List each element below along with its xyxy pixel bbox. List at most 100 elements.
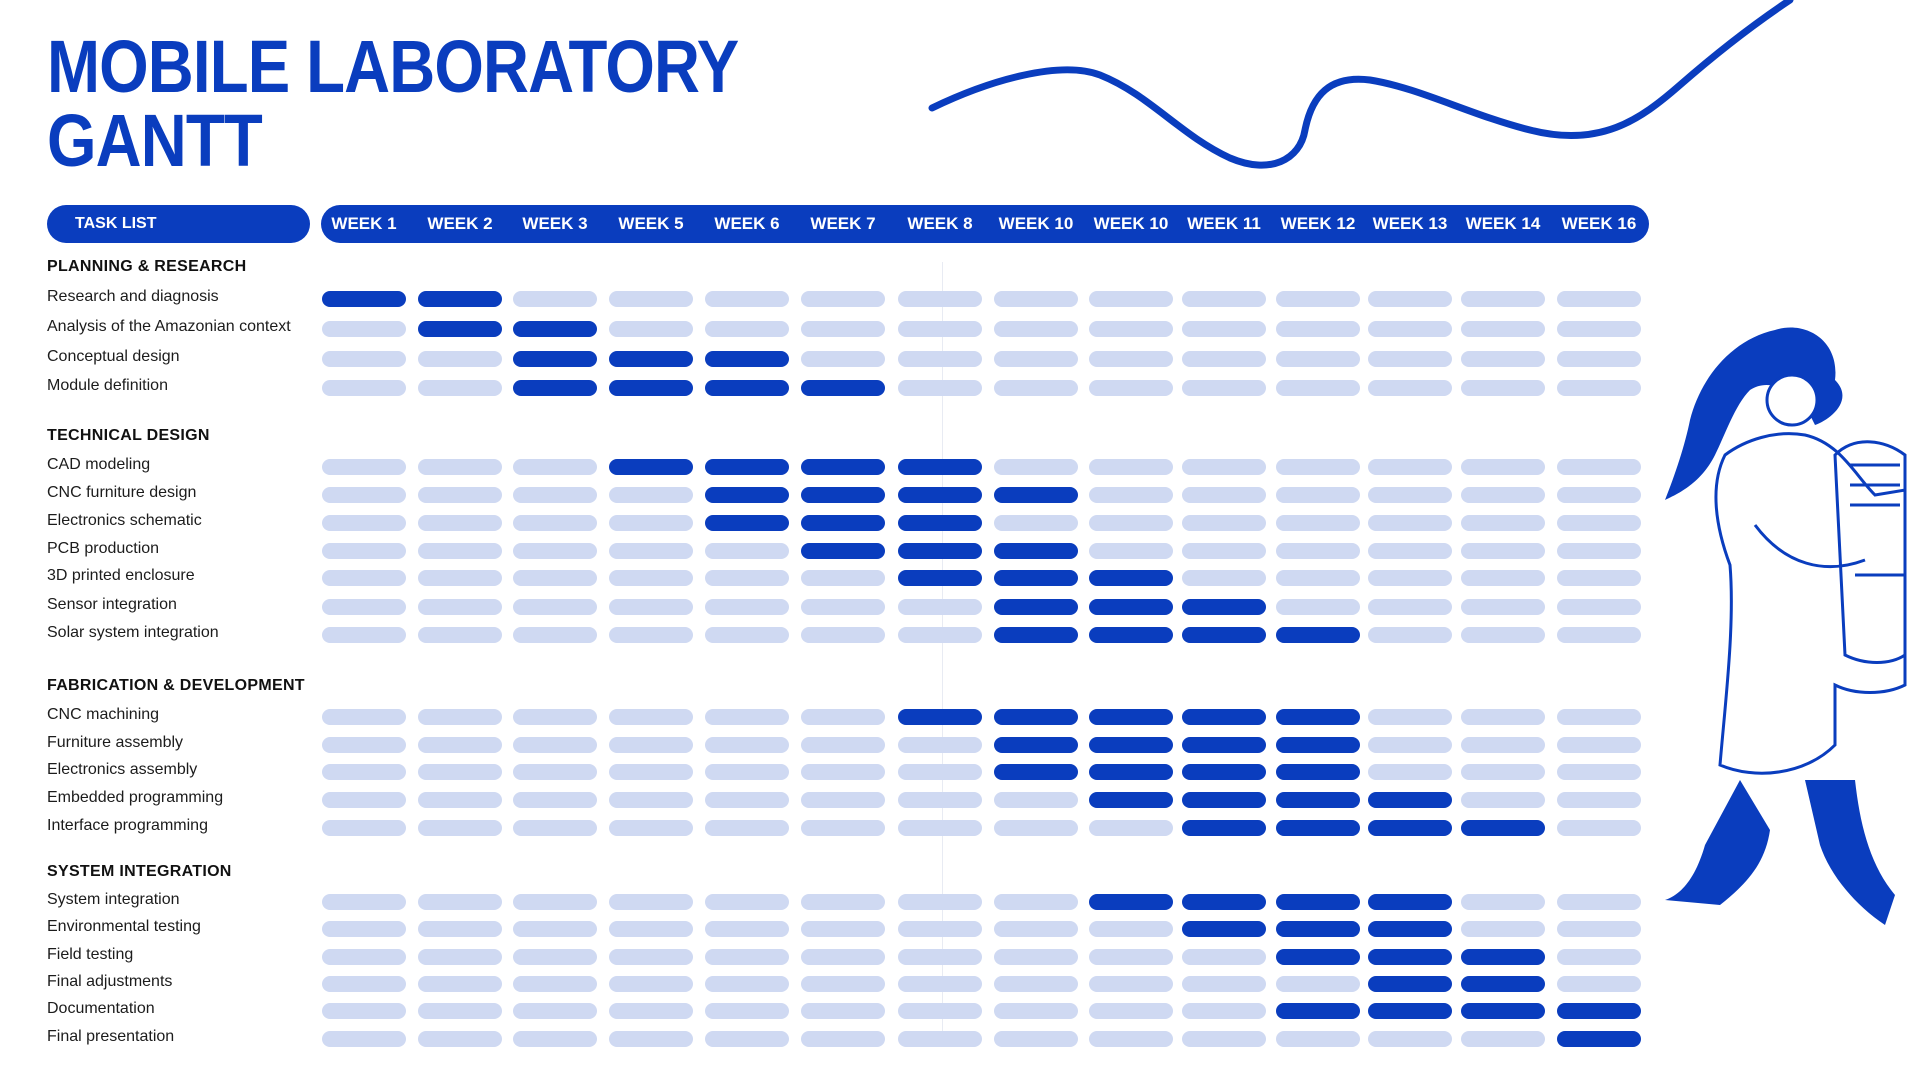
gantt-bar-inactive [705, 764, 789, 780]
gantt-bar-inactive [513, 792, 597, 808]
gantt-bar-inactive [705, 1031, 789, 1047]
gantt-bar-inactive [994, 921, 1078, 937]
gantt-bar-inactive [322, 976, 406, 992]
gantt-bar-active [801, 543, 885, 559]
gantt-bar-active [705, 380, 789, 396]
gantt-bar-inactive [609, 543, 693, 559]
task-label: Furniture assembly [47, 734, 184, 751]
gantt-bar-inactive [418, 487, 502, 503]
week-label: WEEK 10 [1093, 214, 1169, 233]
gantt-bar-active [1276, 792, 1360, 808]
gantt-bar-active [1461, 820, 1545, 836]
gantt-bar-inactive [1368, 764, 1452, 780]
week-label: WEEK 14 [1465, 214, 1541, 233]
task-label: CNC furniture design [47, 484, 197, 501]
gantt-bar-inactive [801, 1031, 885, 1047]
gantt-bar-active [513, 380, 597, 396]
gantt-bar-inactive [1089, 820, 1173, 836]
gantt-bar-inactive [513, 515, 597, 531]
gantt-bar-active [1089, 570, 1173, 586]
gantt-bar-inactive [1089, 921, 1173, 937]
gantt-bar-inactive [1089, 459, 1173, 475]
gantt-bar-inactive [322, 792, 406, 808]
gantt-bar-active [994, 487, 1078, 503]
gantt-bar-inactive [322, 515, 406, 531]
gantt-bar-inactive [322, 1031, 406, 1047]
gantt-bar-active [1182, 737, 1266, 753]
gantt-bar-active [609, 459, 693, 475]
gantt-bar-inactive [705, 820, 789, 836]
gantt-bar-inactive [513, 921, 597, 937]
gantt-bar-inactive [1182, 1031, 1266, 1047]
gantt-bar-inactive [1368, 351, 1452, 367]
gantt-bar-inactive [1557, 737, 1641, 753]
gantt-bar-inactive [898, 321, 982, 337]
gantt-bar-inactive [994, 820, 1078, 836]
week-label: WEEK 3 [522, 214, 588, 233]
gantt-bar-inactive [418, 737, 502, 753]
gantt-bar-inactive [801, 291, 885, 307]
gantt-bar-inactive [1368, 737, 1452, 753]
gantt-bar-inactive [418, 515, 502, 531]
gantt-bar-inactive [1368, 380, 1452, 396]
gantt-bar-inactive [801, 570, 885, 586]
gantt-bar-inactive [1368, 599, 1452, 615]
gantt-bar-inactive [322, 820, 406, 836]
gantt-bar-inactive [898, 380, 982, 396]
gantt-bar-inactive [322, 543, 406, 559]
gantt-bar-inactive [322, 949, 406, 965]
gantt-bar-inactive [418, 820, 502, 836]
task-list-label: TASK LIST [75, 215, 157, 232]
gantt-bar-inactive [1461, 487, 1545, 503]
gantt-bar-inactive [609, 515, 693, 531]
gantt-bar-inactive [609, 894, 693, 910]
gantt-bar-active [898, 543, 982, 559]
gantt-bar-inactive [1182, 351, 1266, 367]
gantt-bar-inactive [1276, 291, 1360, 307]
gantt-bar-inactive [609, 792, 693, 808]
gantt-bar-inactive [609, 976, 693, 992]
gantt-bar-active [1089, 894, 1173, 910]
gantt-bar-active [994, 737, 1078, 753]
gantt-bar-inactive [801, 599, 885, 615]
gantt-bar-inactive [705, 949, 789, 965]
gantt-bar-inactive [994, 380, 1078, 396]
gantt-bar-inactive [513, 709, 597, 725]
gantt-bar-inactive [418, 976, 502, 992]
gantt-bar-inactive [322, 459, 406, 475]
gantt-bar-inactive [1182, 515, 1266, 531]
gantt-bar-inactive [1557, 764, 1641, 780]
gantt-bar-inactive [513, 459, 597, 475]
gantt-bar-inactive [322, 380, 406, 396]
task-label: Interface programming [47, 817, 208, 834]
task-label: Module definition [47, 377, 168, 394]
gantt-bar-inactive [322, 627, 406, 643]
gantt-bar-active [801, 515, 885, 531]
gantt-bar-inactive [418, 1031, 502, 1047]
week-label: WEEK 13 [1372, 214, 1448, 233]
gantt-bar-active [801, 487, 885, 503]
gantt-bar-inactive [609, 1003, 693, 1019]
gantt-bar-active [1089, 709, 1173, 725]
gantt-bar-inactive [513, 820, 597, 836]
gantt-bar-inactive [609, 737, 693, 753]
gantt-bar-inactive [1461, 570, 1545, 586]
gantt-bar-inactive [994, 949, 1078, 965]
gantt-bar-inactive [1368, 515, 1452, 531]
gantt-bar-inactive [801, 709, 885, 725]
gantt-bar-inactive [898, 351, 982, 367]
gantt-bar-inactive [322, 764, 406, 780]
gantt-bar-inactive [1089, 543, 1173, 559]
gantt-bar-inactive [1461, 737, 1545, 753]
gantt-bar-inactive [1276, 459, 1360, 475]
gantt-bar-inactive [705, 921, 789, 937]
gantt-bar-inactive [609, 1031, 693, 1047]
gantt-bar-inactive [1089, 487, 1173, 503]
week-label: WEEK 7 [810, 214, 876, 233]
gantt-bar-inactive [1461, 1031, 1545, 1047]
task-label: CNC machining [47, 706, 160, 723]
gantt-bar-active [705, 459, 789, 475]
gantt-bar-inactive [801, 351, 885, 367]
task-label: Analysis of the Amazonian context [47, 318, 291, 335]
gantt-bar-inactive [705, 599, 789, 615]
